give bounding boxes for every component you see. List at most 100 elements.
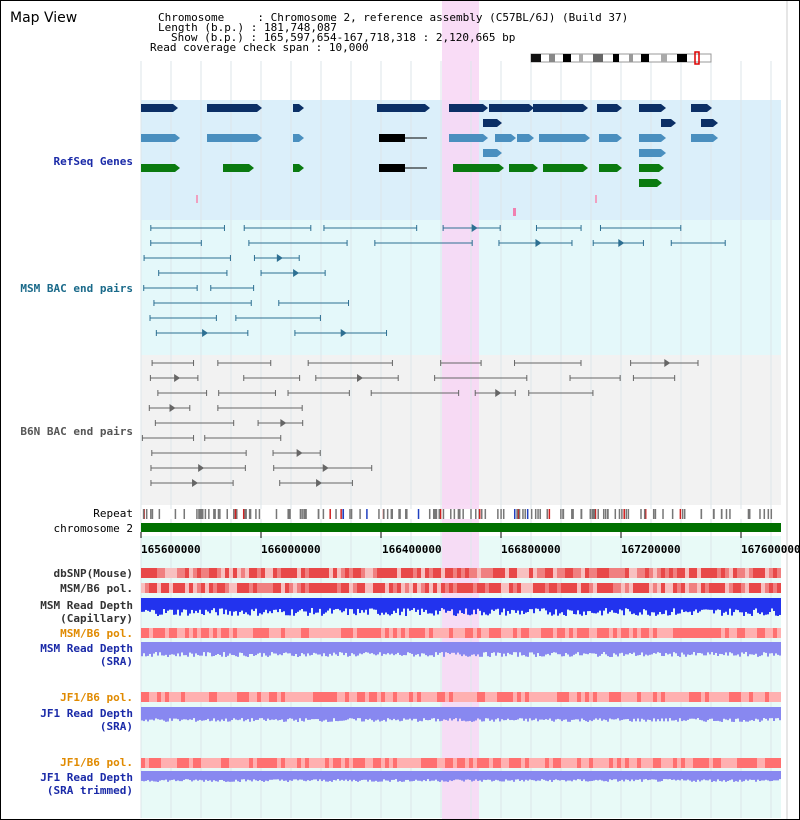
depth-bar [159,707,161,720]
heat-cell [285,692,289,702]
depth-bar [691,771,693,782]
heat-cell [389,692,393,702]
repeat-mark [516,509,518,519]
gene-block [293,164,299,172]
heat-cell [329,758,333,768]
depth-bar [689,598,691,612]
track-label-msm-bac[interactable]: MSM BAC end pairs [20,282,133,295]
track-label-jf1-depth-trimmed[interactable]: JF1 Read Depth [40,771,133,784]
depth-bar [459,707,461,719]
depth-bar [163,771,165,781]
heat-cell [625,568,629,578]
heat-cell [341,583,345,593]
depth-bar [381,771,383,782]
depth-bar [273,642,275,654]
heat-cell [413,628,417,638]
depth-bar [281,771,283,780]
depth-bar [309,771,311,781]
depth-bar [657,642,659,653]
gene-arrow [659,164,664,172]
repeat-mark [513,509,516,519]
repeat-mark [244,509,246,519]
gene-block [207,134,257,142]
depth-bar [153,642,155,654]
heat-cell [469,583,473,593]
heat-cell [537,692,541,702]
track-label-jf1-depth-sra[interactable]: JF1 Read Depth [40,707,133,720]
depth-bar [677,598,679,614]
heat-cell [173,758,177,768]
heat-cell [441,568,445,578]
heat-cell [493,758,497,768]
gene-block [539,134,585,142]
heat-cell [705,692,709,702]
heat-cell [581,628,585,638]
depth-bar [453,598,455,616]
depth-bar [629,598,631,612]
heat-cell [429,583,433,593]
depth-bar [599,642,601,656]
depth-bar [379,642,381,653]
track-label-msm-depth-capillary[interactable]: MSM Read Depth [40,599,133,612]
heat-cell [353,583,357,593]
heat-cell [573,583,577,593]
bac-arrow [174,374,181,382]
depth-bar [187,771,189,780]
heat-cell [697,692,701,702]
depth-bar [253,771,255,780]
track-label-msm-b6-pol[interactable]: MSM/B6 pol. [60,582,133,595]
depth-bar [499,771,501,782]
depth-bar [151,771,153,781]
depth-bar [531,771,533,781]
track-label-msm-depth-sra[interactable]: MSM Read Depth [40,642,133,655]
depth-bar [565,598,567,616]
depth-bar [155,707,157,719]
depth-bar [263,598,265,613]
heat-cell [421,692,425,702]
depth-bar [611,598,613,611]
heat-cell [217,583,221,593]
track-label-dbsnp[interactable]: dbSNP(Mouse) [53,567,133,580]
depth-bar [599,598,601,611]
depth-bar [595,642,597,654]
heat-cell [389,583,393,593]
depth-bar [613,771,615,780]
heat-cell [265,628,269,638]
track-label-b6n-bac[interactable]: B6N BAC end pairs [20,425,133,438]
heat-cell [325,628,329,638]
depth-bar [323,771,325,780]
depth-bar [257,707,259,720]
track-label-jf1-b6-pol[interactable]: JF1/B6 pol. [60,691,133,704]
depth-bar [407,598,409,609]
heat-cell [461,568,465,578]
gene-block [599,134,617,142]
depth-bar [341,707,343,721]
heat-cell [457,692,461,702]
repeat-mark [700,509,703,519]
heat-cell [289,758,293,768]
heat-cell [329,628,333,638]
track-label-jf1-depth-trimmed-sub: (SRA trimmed) [46,784,133,797]
depth-bar [203,707,205,721]
gene-arrow [617,164,622,172]
repeat-mark [475,509,477,519]
heat-cell [177,583,181,593]
heat-cell [657,692,661,702]
heat-cell [753,568,757,578]
track-label-jf1-b6-pol-2[interactable]: JF1/B6 pol. [60,756,133,769]
depth-bar [537,707,539,722]
depth-bar [633,771,635,782]
heat-cell [765,583,769,593]
track-label-refseq[interactable]: RefSeq Genes [53,155,133,168]
track-label-msm-b6-pol-2[interactable]: MSM/B6 pol. [60,627,133,640]
heat-cell [637,758,641,768]
depth-bar [763,642,765,653]
heat-cell [269,628,273,638]
heat-cell [397,568,401,578]
depth-bar [397,642,399,653]
depth-bar [271,707,273,720]
depth-bar [289,771,291,781]
heat-cell [357,692,361,702]
repeat-mark [275,509,278,519]
